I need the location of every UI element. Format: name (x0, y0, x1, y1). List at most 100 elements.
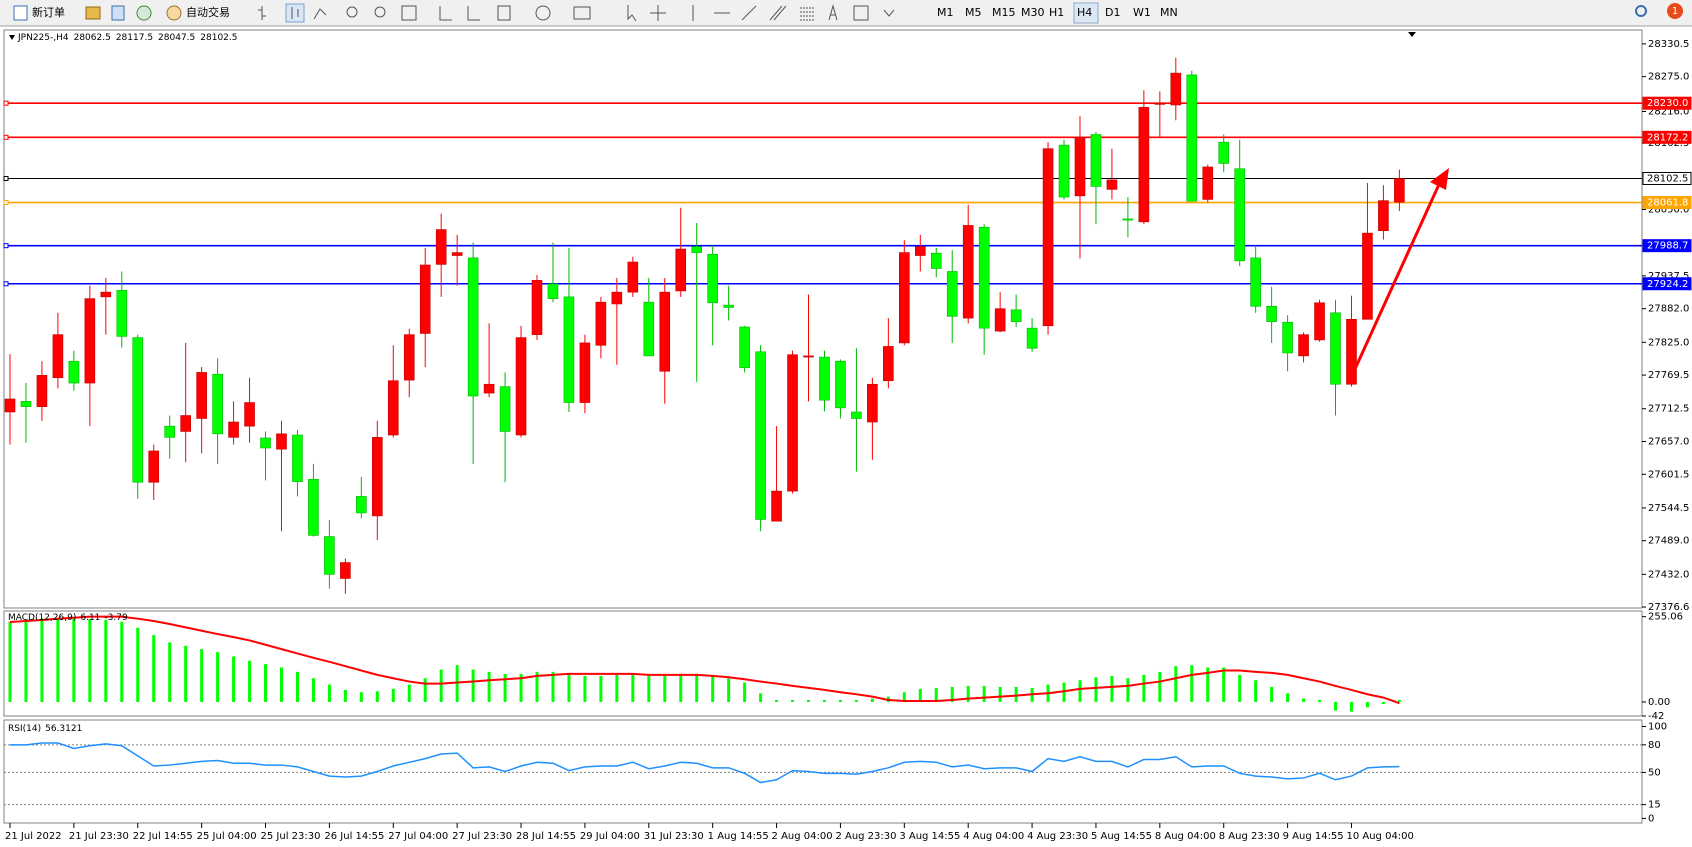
rsi-panel-frame (3, 719, 1643, 824)
x-tick-label: 10 Aug 04:00 (1346, 831, 1413, 842)
timeframe-button[interactable]: D1 (1105, 6, 1120, 19)
tool-icon[interactable] (136, 5, 152, 21)
header-open: 28062.5 (74, 33, 111, 43)
price-label: 28172.2 (1647, 132, 1688, 143)
line-anchor (3, 281, 9, 287)
candle-body (627, 261, 639, 293)
candle-body (1266, 306, 1277, 322)
y-tick-label: 28275.0 (1648, 72, 1689, 83)
x-tick-label: 25 Jul 04:00 (197, 831, 257, 842)
candle-body (531, 280, 543, 335)
new-order-icon[interactable] (13, 5, 28, 21)
y-tick-label: 27657.0 (1648, 437, 1689, 448)
candle-body (659, 291, 671, 372)
timeframe-button[interactable]: H4 (1077, 6, 1092, 19)
candle-body (419, 264, 431, 334)
crosshair-icon[interactable] (650, 5, 666, 21)
tool-icon[interactable] (85, 6, 101, 20)
arrows-icon[interactable] (883, 9, 895, 17)
candle-body (1202, 166, 1214, 200)
candle-body (515, 337, 527, 436)
notification-count: 1 (1672, 6, 1678, 17)
timeframe-active-bg (1073, 2, 1099, 24)
templates-icon[interactable] (573, 6, 591, 20)
indicators-icon[interactable] (497, 5, 511, 21)
candle-icon[interactable] (285, 3, 305, 23)
x-tick-label: 21 Jul 2022 (5, 831, 62, 842)
zoom-out-icon[interactable] (374, 6, 386, 18)
candle-body (611, 291, 623, 305)
autoscroll-icon[interactable] (439, 6, 452, 21)
channel-icon[interactable] (769, 5, 787, 21)
candle-body (914, 246, 926, 256)
candle-body (467, 257, 479, 397)
candle-body (100, 291, 112, 298)
timeframe-button[interactable]: M15 (992, 6, 1016, 19)
label-icon[interactable] (853, 5, 869, 21)
bar-chart-icon[interactable] (258, 6, 266, 20)
timeframe-button[interactable]: M1 (937, 6, 954, 19)
candle-body (36, 375, 48, 407)
candle-body (84, 298, 96, 384)
periods-icon[interactable] (535, 5, 551, 21)
line-chart-icon[interactable] (313, 8, 327, 20)
candle-body (1122, 218, 1134, 221)
search-icon[interactable] (1635, 5, 1647, 17)
tile-icon[interactable] (401, 5, 417, 21)
x-tick-label: 31 Jul 23:30 (644, 831, 704, 842)
timeframe-button[interactable]: M30 (1021, 6, 1045, 19)
tool-icon[interactable] (111, 5, 125, 21)
timeframe-button[interactable]: M5 (965, 6, 982, 19)
candle-body (691, 246, 703, 253)
x-tick-label: 8 Aug 04:00 (1155, 831, 1216, 842)
candle-body (883, 346, 894, 381)
zoom-in-icon[interactable] (346, 6, 358, 18)
y-tick-label: 28330.5 (1648, 39, 1689, 50)
rsi-y-tick-label: 50 (1648, 767, 1661, 778)
x-tick-label: 22 Jul 14:55 (133, 831, 193, 842)
candle-body (116, 290, 128, 337)
candle-body (403, 334, 415, 381)
rsi-line (10, 742, 1400, 784)
trendline-icon[interactable] (741, 5, 757, 21)
timeframe-button[interactable]: W1 (1133, 6, 1151, 19)
candle-body (1090, 134, 1102, 187)
candle-body (1154, 102, 1166, 105)
candle-body (675, 248, 687, 292)
candle-body (1362, 232, 1373, 320)
candle-body (308, 478, 319, 536)
timeframe-button[interactable]: MN (1160, 6, 1178, 19)
candle-body (1106, 179, 1118, 190)
candle-body (1186, 74, 1198, 202)
candle-body (292, 434, 303, 482)
candle-body (1138, 107, 1150, 223)
trend-arrow-head (1430, 168, 1449, 190)
chart-shift-icon[interactable] (467, 6, 480, 21)
macd-y-tick-label: 0.00 (1648, 697, 1670, 708)
price-label: 27924.2 (1647, 279, 1688, 290)
line-anchor (3, 243, 9, 249)
text-icon[interactable] (828, 4, 838, 21)
candle-body (851, 411, 862, 419)
auto-trading-icon[interactable] (166, 5, 182, 21)
candle-body (148, 450, 160, 483)
fibo-icon[interactable] (800, 7, 814, 21)
shift-marker (1408, 32, 1416, 37)
candle-body (819, 356, 830, 401)
candle-body (276, 433, 287, 450)
candle-body (787, 354, 798, 492)
y-tick-label: 27825.0 (1648, 337, 1689, 348)
y-tick-label: 27882.0 (1648, 304, 1689, 315)
notification-badge[interactable] (1667, 3, 1683, 19)
new-order-button[interactable]: 新订单 (32, 5, 65, 19)
timeframe-button[interactable]: H1 (1049, 6, 1064, 19)
x-tick-label: 27 Jul 23:30 (452, 831, 512, 842)
price-label: 28061.8 (1647, 198, 1688, 209)
candle-body (324, 536, 335, 575)
line-anchor (3, 100, 9, 106)
macd-y-tick-label: -42 (1648, 711, 1664, 722)
auto-trading-button[interactable]: 自动交易 (186, 5, 230, 19)
candle-body (483, 383, 495, 394)
cursor-icon[interactable] (627, 5, 637, 22)
